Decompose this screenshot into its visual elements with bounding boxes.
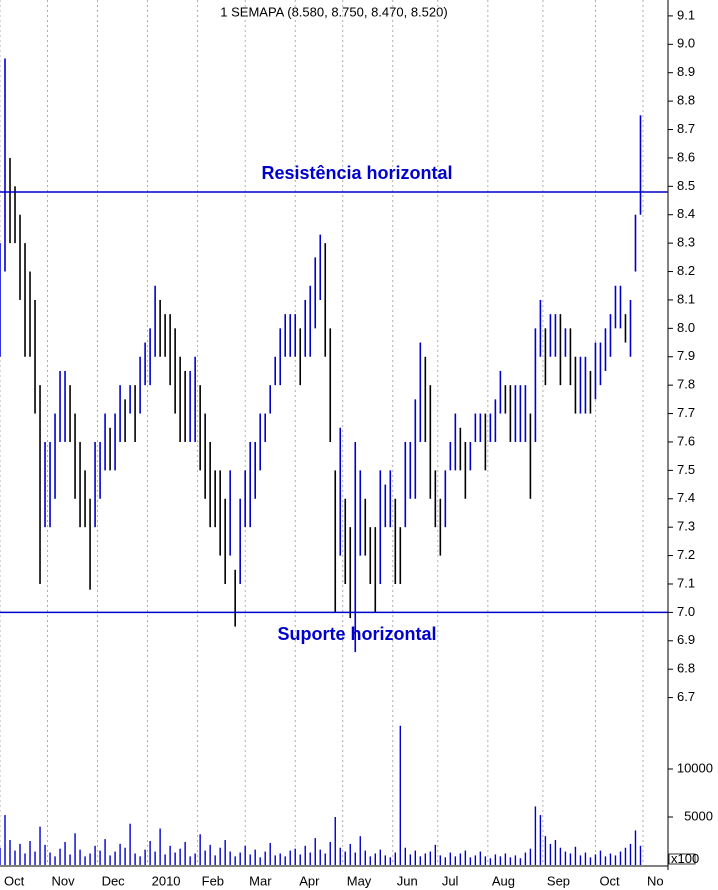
x-tick-label: Nov — [52, 873, 76, 888]
x-tick-label: Apr — [299, 873, 320, 888]
x-tick-label: Dec — [102, 873, 126, 888]
x-tick-label: Mar — [249, 873, 272, 888]
x-tick-label: Jul — [442, 873, 459, 888]
x-tick-label: Jun — [397, 873, 418, 888]
y-tick-label: 7.2 — [677, 547, 695, 562]
y-tick-label: 5000 — [684, 808, 713, 823]
y-tick-label: 6.7 — [677, 689, 695, 704]
chart-title: 1 SEMAPA (8.580, 8.750, 8.470, 8.520) — [220, 4, 447, 19]
y-tick-label: 8.3 — [677, 235, 695, 250]
y-tick-label: 8.4 — [677, 206, 695, 221]
x-tick-label: Sep — [547, 873, 570, 888]
y-tick-label: 7.4 — [677, 490, 695, 505]
y-tick-label: 10000 — [677, 760, 713, 775]
annotation: Resistência horizontal — [261, 163, 452, 183]
x-tick-label: May — [347, 873, 372, 888]
y-tick-label: 7.0 — [677, 604, 695, 619]
x-tick-label: 2010 — [152, 873, 181, 888]
y-tick-label: 9.1 — [677, 7, 695, 22]
y-tick-label: 8.9 — [677, 64, 695, 79]
y-tick-label: 8.8 — [677, 93, 695, 108]
y-tick-label: 6.9 — [677, 632, 695, 647]
y-tick-label: 7.9 — [677, 348, 695, 363]
y-tick-label: 8.2 — [677, 263, 695, 278]
y-tick-label: 7.7 — [677, 405, 695, 420]
annotation: Suporte horizontal — [278, 624, 437, 644]
y-tick-label: 8.1 — [677, 291, 695, 306]
y-tick-label: 8.7 — [677, 121, 695, 136]
y-tick-label: 7.3 — [677, 519, 695, 534]
y-tick-label: 8.5 — [677, 178, 695, 193]
y-tick-label: 9.0 — [677, 36, 695, 51]
x-tick-label: Oct — [599, 873, 620, 888]
y-tick-label: 7.5 — [677, 462, 695, 477]
x-tick-label: No — [647, 873, 664, 888]
x-tick-label: Oct — [4, 873, 25, 888]
x-tick-label: Aug — [492, 873, 515, 888]
y-tick-label: 8.6 — [677, 149, 695, 164]
x-tick-label: Feb — [202, 873, 224, 888]
unit-box — [668, 853, 696, 865]
unit-label: x100 — [671, 851, 699, 866]
y-tick-label: 7.1 — [677, 575, 695, 590]
y-tick-label: 8.0 — [677, 320, 695, 335]
y-tick-label: 6.8 — [677, 661, 695, 676]
y-tick-label: 7.6 — [677, 433, 695, 448]
y-tick-label: 7.8 — [677, 377, 695, 392]
